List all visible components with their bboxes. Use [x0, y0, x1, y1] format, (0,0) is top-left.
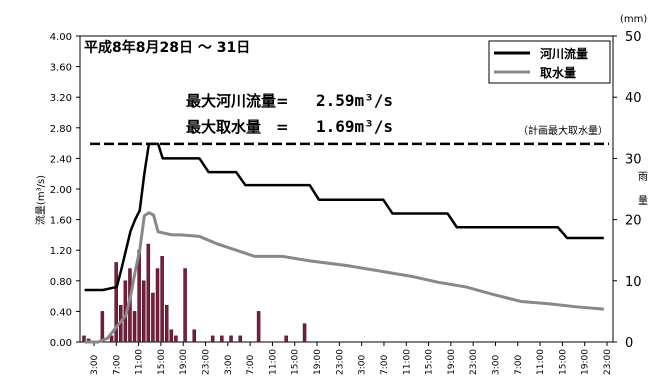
- x-tick-label: 23:00: [335, 349, 345, 375]
- rain-bar: [210, 335, 215, 343]
- x-tick-label: 15:00: [558, 349, 568, 375]
- x-tick-label: 3:00: [358, 355, 368, 375]
- x-tick-label: 23:00: [603, 349, 613, 375]
- x-tick-label: 11:00: [268, 349, 278, 375]
- rain-bar: [169, 329, 174, 343]
- rain-bar: [132, 311, 137, 343]
- y-axis-label: 流量(m³/s): [34, 175, 47, 225]
- y2-tick-label: 10: [625, 275, 642, 290]
- x-tick-label: 3:00: [90, 355, 100, 375]
- x-tick-label: 3:00: [491, 355, 501, 375]
- y-tick-label: 1.20: [50, 246, 72, 257]
- max-intake-label: 最大取水量 =: [186, 118, 289, 136]
- max-river-value: 2.59m³/s: [316, 91, 393, 110]
- rain-bar: [174, 335, 178, 343]
- y2-axis-label: 雨 量: [638, 172, 648, 207]
- y2-axis-label-char-1: 雨: [638, 172, 648, 183]
- y-tick-label: 2.40: [50, 154, 72, 165]
- rain-bar: [109, 335, 114, 343]
- series-lines: [84, 142, 609, 344]
- river-flow-line: [84, 142, 604, 292]
- rain-bar: [164, 305, 169, 343]
- y-tick-label: 3.60: [50, 63, 72, 74]
- x-tick-label: 7:00: [380, 355, 390, 375]
- x-tick-label: 11:00: [135, 349, 145, 375]
- intake-line: [84, 211, 604, 344]
- rain-bar: [82, 335, 86, 343]
- rain-bar: [229, 335, 233, 343]
- x-tick-label: 23:00: [469, 349, 479, 375]
- rain-bar: [220, 335, 224, 343]
- chart-title: 平成8年8月28日 ～ 31日: [84, 39, 250, 56]
- y2-tick-label: 40: [625, 91, 642, 106]
- max-intake-value: 1.69m³/s: [316, 117, 393, 136]
- x-tick-label: 19:00: [447, 349, 457, 375]
- y-tick-label: 2.00: [50, 185, 72, 196]
- x-tick-label: 3:00: [224, 355, 234, 375]
- axes: 0.00 0.40 0.80 1.20 1.60 2.00 2.40 2.80 3.20 3.60…: [50, 30, 642, 375]
- rain-bar: [183, 268, 187, 343]
- x-tick-label: 23:00: [202, 349, 212, 375]
- x-tick-label: 7:00: [246, 355, 256, 375]
- rain-bars: [82, 243, 307, 343]
- y2-tick-label: 20: [625, 214, 642, 229]
- y-tick-label: 2.80: [50, 124, 72, 135]
- y-tick-label: 1.60: [50, 216, 72, 227]
- x-tick-label: 15:00: [157, 349, 167, 375]
- legend-label-intake: 取水量: [540, 65, 576, 80]
- rain-bar: [100, 311, 105, 343]
- x-tick-label: 15:00: [291, 349, 301, 375]
- x-tick-label: 15:00: [425, 349, 435, 375]
- x-tick-label: 19:00: [179, 349, 189, 375]
- rain-bar: [146, 243, 151, 343]
- x-tick-label: 19:00: [313, 349, 323, 375]
- y2-tick-label: 50: [625, 30, 642, 45]
- legend-label-river: 河川流量: [539, 46, 588, 61]
- x-tick-label: 11:00: [402, 349, 412, 375]
- x-tick-label: 11:00: [536, 349, 546, 375]
- y2-unit: (mm): [620, 14, 647, 25]
- y-tick-label: 0.80: [50, 277, 72, 288]
- y-tick-label: 0.40: [50, 307, 72, 318]
- planned-max-label: （計画最大取水量）: [518, 124, 608, 137]
- y2-tick-label: 0: [625, 336, 633, 351]
- x-tick-label: 19:00: [581, 349, 591, 375]
- max-river-label: 最大河川流量=: [186, 92, 289, 110]
- x-tick-label: 7:00: [112, 355, 122, 375]
- y-tick-label: 0.00: [50, 338, 72, 349]
- y2-axis-label-char-2: 量: [638, 195, 648, 207]
- x-tick-label: 7:00: [514, 355, 524, 375]
- rain-bar: [151, 292, 155, 343]
- rain-bar: [256, 311, 261, 343]
- rain-bar: [284, 335, 288, 343]
- rain-bar: [160, 256, 164, 343]
- rain-bar: [141, 280, 146, 343]
- legend-box: [488, 40, 611, 84]
- y2-tick-label: 30: [625, 152, 642, 167]
- rain-bar: [302, 323, 307, 343]
- rain-bar: [192, 329, 197, 343]
- rain-bar: [155, 268, 160, 343]
- y-tick-label: 4.00: [50, 32, 72, 43]
- rain-bar: [238, 335, 242, 343]
- y-tick-label: 3.20: [50, 93, 72, 104]
